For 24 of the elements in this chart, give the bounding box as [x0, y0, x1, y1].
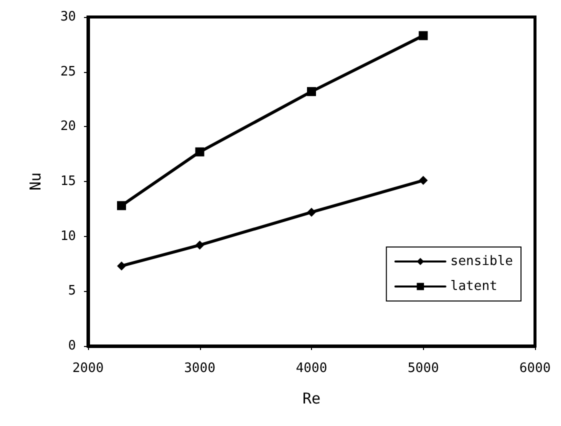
point: [195, 147, 204, 156]
x-tick-label: 3000: [184, 361, 216, 376]
point: [117, 261, 126, 270]
point: [418, 176, 428, 185]
point: [418, 31, 428, 40]
legend-label: latent: [450, 279, 498, 294]
y-tick-label: 0: [68, 338, 76, 354]
x-tick-label: 5000: [408, 361, 439, 376]
y-tick-label: 15: [60, 174, 76, 189]
point: [195, 240, 204, 250]
x-tick-label: 6000: [519, 361, 551, 376]
x-axis-title: Re: [302, 390, 321, 408]
x-tick-label: 4000: [296, 361, 328, 376]
y-tick-label: 10: [60, 228, 76, 244]
point: [307, 208, 316, 217]
legend-label: sensible: [450, 254, 514, 269]
y-tick-label: 20: [60, 119, 76, 134]
y-tick-label: 30: [60, 10, 76, 24]
x-tick-label: 2000: [72, 361, 104, 376]
y-tick-label: 25: [60, 64, 76, 80]
point: [307, 87, 316, 96]
point: [117, 201, 126, 210]
y-axis-title: Nu: [26, 172, 44, 191]
y-tick-label: 5: [68, 284, 76, 299]
